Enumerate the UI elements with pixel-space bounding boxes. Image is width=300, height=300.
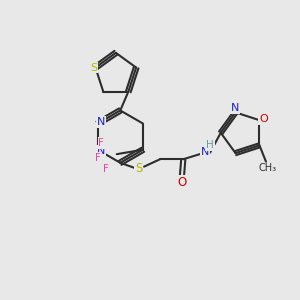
Text: S: S xyxy=(90,63,98,73)
Text: N: N xyxy=(97,117,105,127)
Text: N: N xyxy=(231,103,239,113)
Text: F: F xyxy=(98,138,104,148)
Text: H: H xyxy=(206,140,214,150)
Text: N: N xyxy=(97,146,105,156)
Text: O: O xyxy=(177,176,186,189)
Text: N: N xyxy=(201,147,209,158)
Text: F: F xyxy=(103,164,108,174)
Text: F: F xyxy=(95,153,101,163)
Text: S: S xyxy=(135,162,142,175)
Text: O: O xyxy=(259,114,268,124)
Text: CH₃: CH₃ xyxy=(258,163,277,173)
